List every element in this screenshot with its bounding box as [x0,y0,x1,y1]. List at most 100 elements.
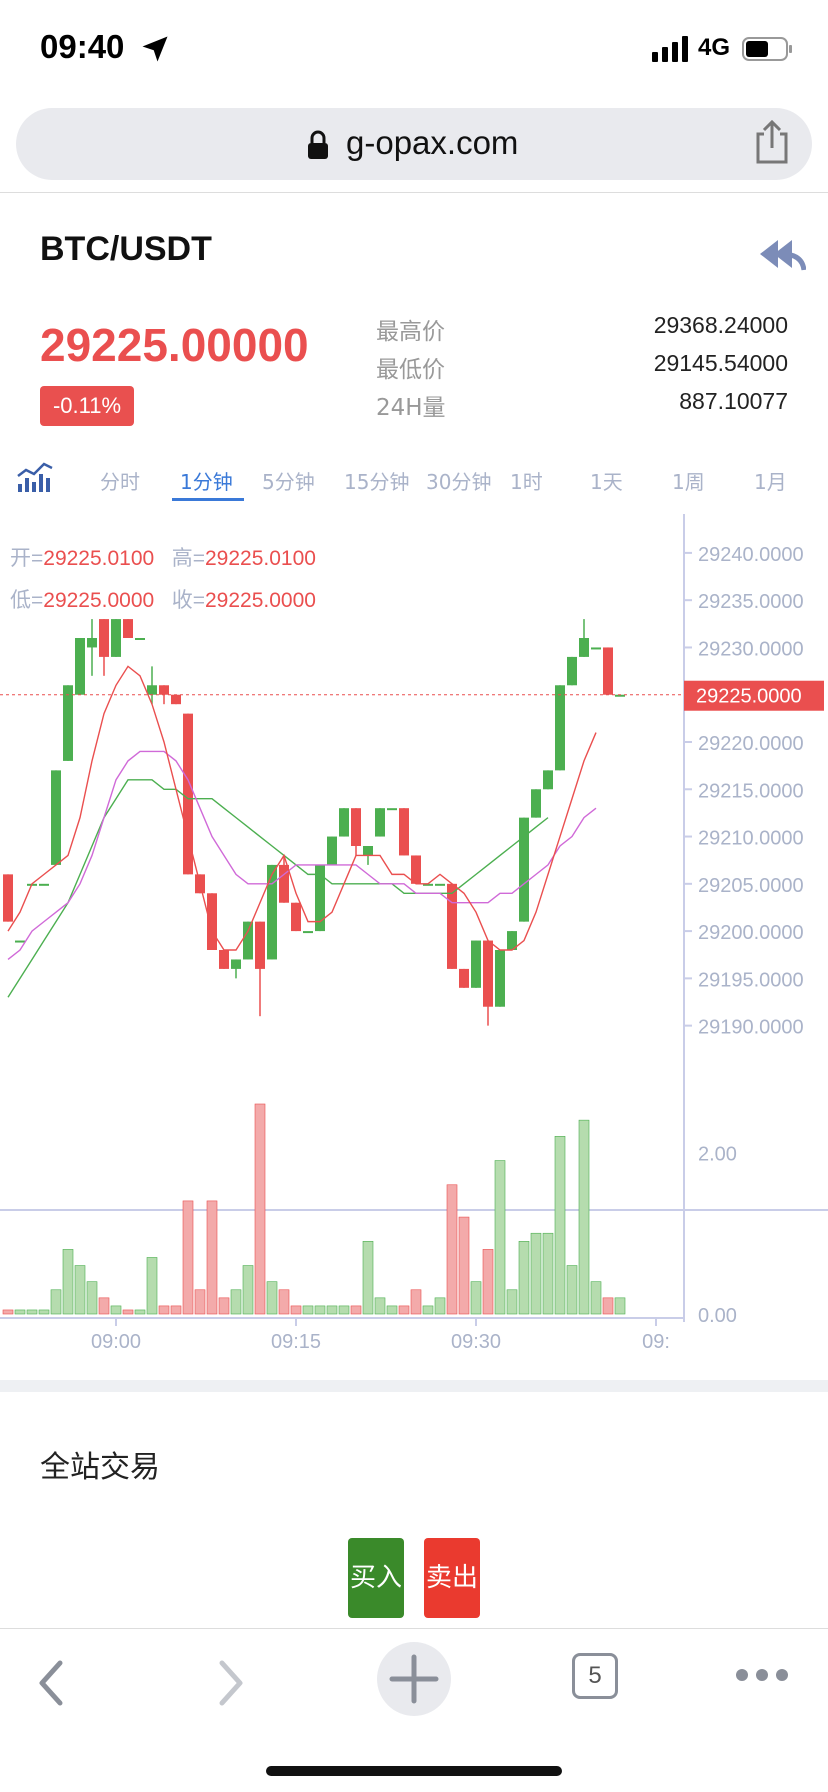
volume-bar [14,1309,26,1315]
candle-body [231,959,241,969]
price-tick-label: 29195.0000 [698,969,804,991]
market-stats: 最高价 29368.24000 最低价 29145.54000 24H量 887… [376,312,788,426]
volume-bar [254,1103,266,1315]
volume-bar [206,1200,218,1315]
kline-chart-svg[interactable]: 29240.0000 29235.0000 29230.0000 29225.0000… [0,514,828,1360]
stat-high: 最高价 29368.24000 [376,312,788,350]
price-tick-label: 29190.0000 [698,1017,804,1039]
volume-bar [110,1305,122,1315]
volume-bar [98,1297,110,1315]
candle-body [579,638,589,657]
tab-15min[interactable]: 15分钟 [344,470,410,494]
close-label: 收= [171,589,205,612]
time-tick-label: 09:15 [271,1331,321,1353]
url-text[interactable]: g-opax.com [346,124,519,161]
tab-1min[interactable]: 1分钟 [180,470,233,494]
volume-bar [26,1309,38,1315]
candle-body [531,789,541,818]
tab-30min[interactable]: 30分钟 [426,470,492,494]
tab-1h[interactable]: 1时 [510,470,543,494]
battery-icon [742,37,792,61]
time-tick-label: 09:00 [91,1331,141,1353]
more-options-icon[interactable] [734,1667,790,1683]
divider [0,192,828,193]
candle-body [363,846,373,856]
open-value: 29225.0100 [43,547,155,570]
candle-body [255,921,265,969]
stat-value: 29368.24000 [653,312,788,338]
home-indicator [266,1766,562,1776]
tab-1d[interactable]: 1天 [590,470,623,494]
share-icon[interactable] [752,120,792,166]
tab-timeline[interactable]: 分时 [100,470,140,494]
volume-bar [278,1289,290,1315]
candle-body [315,864,325,932]
interval-tabs: 分时 1分钟 5分钟 15分钟 30分钟 1时 1天 1周 1月 [0,458,828,508]
time-tick-label: 09: [642,1331,670,1353]
candle-body [15,940,25,943]
candle-body [207,893,217,950]
candle-body [171,694,181,705]
status-time: 09:40 [40,28,125,65]
tab-1w[interactable]: 1周 [672,470,705,494]
volume-bar [50,1289,62,1315]
volume-tick-label: 2.00 [698,1143,737,1165]
forward-icon[interactable] [216,1659,246,1707]
candle-body [423,883,433,886]
volume-bar [326,1305,338,1315]
new-tab-plus-icon[interactable] [376,1641,452,1717]
candle-body [243,921,253,960]
browser-toolbar: 5 [0,1628,828,1738]
tab-5min[interactable]: 5分钟 [262,470,315,494]
volume-bar [398,1305,410,1315]
stat-label: 最低价 [376,357,445,383]
volume-bar [386,1305,398,1315]
candle-body [519,817,529,922]
active-tab-underline [172,498,244,501]
volume-bar [146,1257,158,1315]
candle-body [339,808,349,837]
tab-count-button[interactable]: 5 [572,1653,618,1699]
candle-body [495,950,505,1007]
price-tick-label: 29200.0000 [698,922,804,944]
candle-body [99,619,109,657]
volume-bar [62,1249,74,1315]
candle-body [75,638,85,695]
volume-bar [458,1216,470,1315]
back-icon[interactable] [36,1659,66,1707]
tab-1mon[interactable]: 1月 [754,470,787,494]
volume-bar [182,1200,194,1315]
network-type: 4G [698,34,731,61]
stat-label: 24H量 [376,395,446,421]
candle-body [435,883,445,886]
kline-chart[interactable]: 29240.0000 29235.0000 29230.0000 29225.0000… [0,514,828,1360]
ohlc-row-open-high: 开=29225.0100 高=29225.0100 [10,542,316,572]
candle-body [39,883,49,886]
volume-bar [482,1249,494,1315]
candle-body [555,685,565,771]
volume-bar [566,1265,578,1315]
indicator-chart-icon[interactable] [16,462,54,494]
candle-body [459,968,469,988]
address-bar[interactable]: g-opax.com [16,108,812,180]
candle-body [267,864,277,960]
volume-bar [218,1297,230,1315]
ma-line-pink [7,750,597,961]
volume-bar [530,1232,542,1315]
sell-button[interactable]: 卖出 [424,1538,480,1618]
stat-value: 29145.54000 [653,350,788,376]
last-price: 29225.00000 [40,319,309,371]
volume-bar [542,1232,554,1315]
section-divider [0,1380,828,1392]
price-tick-label: 29205.0000 [698,875,804,897]
candle-body [3,874,13,922]
back-reply-icon[interactable] [756,236,806,272]
volume-bar [242,1265,254,1315]
volume-bar [602,1297,614,1315]
candle-body [183,713,193,875]
volume-bar [86,1281,98,1315]
candle-body [147,685,157,695]
volume-bar [554,1136,566,1315]
buy-button[interactable]: 买入 [348,1538,404,1618]
volume-bar [302,1305,314,1315]
